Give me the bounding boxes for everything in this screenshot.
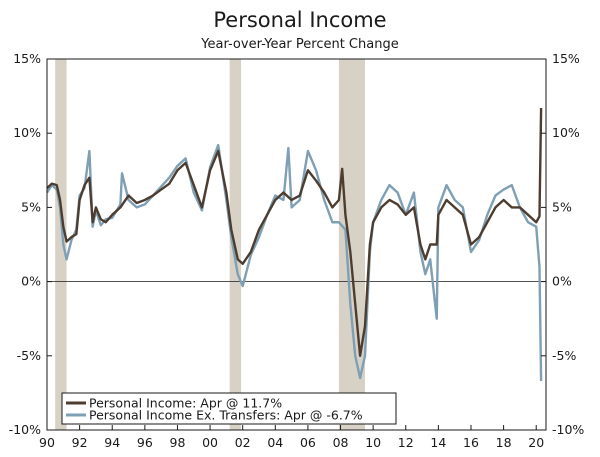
x-tick-label-12: 14 — [430, 435, 446, 450]
x-tick-label-5: 00 — [202, 435, 218, 450]
x-tick-label-11: 12 — [398, 435, 414, 450]
x-tick-label-14: 18 — [496, 435, 512, 450]
x-tick-label-8: 06 — [300, 435, 316, 450]
y-tick-label-left-3: 0% — [21, 274, 41, 289]
y-tick-label-right-4: -5% — [552, 348, 576, 363]
x-tick-label-15: 20 — [528, 435, 544, 450]
y-tick-label-left-2: 5% — [21, 199, 41, 214]
x-tick-label-2: 94 — [104, 435, 120, 450]
y-tick-label-right-0: 15% — [552, 51, 580, 66]
y-tick-label-left-5: -10% — [9, 422, 41, 437]
series-line-0 — [46, 107, 543, 357]
legend: Personal Income: Apr @ 11.7%Personal Inc… — [61, 392, 397, 425]
recession-shading — [55, 59, 365, 430]
x-tick-label-6: 02 — [235, 435, 251, 450]
plot-frame — [46, 58, 547, 431]
y-axis: 15% 15% 10% 10% 5% 5% 0% 0% -5% -5% -10% -10% — [9, 51, 585, 437]
chart-title: Personal Income — [213, 8, 386, 32]
chart-subtitle: Year-over-Year Percent Change — [200, 37, 398, 52]
recession-band-0 — [55, 59, 67, 430]
x-tick-label-1: 92 — [72, 435, 88, 450]
y-tick-label-left-4: -5% — [17, 348, 41, 363]
legend-label-0: Personal Income: Apr @ 11.7% — [89, 396, 282, 411]
y-tick-label-right-2: 5% — [552, 199, 572, 214]
legend-box — [61, 392, 397, 425]
x-tick-label-4: 98 — [170, 435, 186, 450]
series-lines — [45, 107, 543, 382]
x-tick-label-13: 16 — [463, 435, 479, 450]
y-tick-label-left-0: 15% — [13, 51, 41, 66]
y-tick-label-right-3: 0% — [552, 274, 572, 289]
y-tick-label-right-5: -10% — [552, 422, 584, 437]
x-tick-label-3: 96 — [137, 435, 153, 450]
series-line-1 — [45, 143, 543, 382]
x-tick-label-0: 90 — [39, 435, 55, 450]
recession-band-2 — [338, 59, 365, 430]
y-tick-label-left-1: 10% — [13, 125, 41, 140]
legend-label-1: Personal Income Ex. Transfers: Apr @ -6.… — [89, 408, 363, 423]
x-tick-label-10: 10 — [365, 435, 381, 450]
x-tick-label-7: 04 — [267, 435, 283, 450]
x-tick-label-9: 08 — [333, 435, 349, 450]
y-tick-label-right-1: 10% — [552, 125, 580, 140]
x-axis: 90 92 94 96 98 00 02 04 06 08 10 12 14 16 18 20 — [39, 425, 544, 450]
